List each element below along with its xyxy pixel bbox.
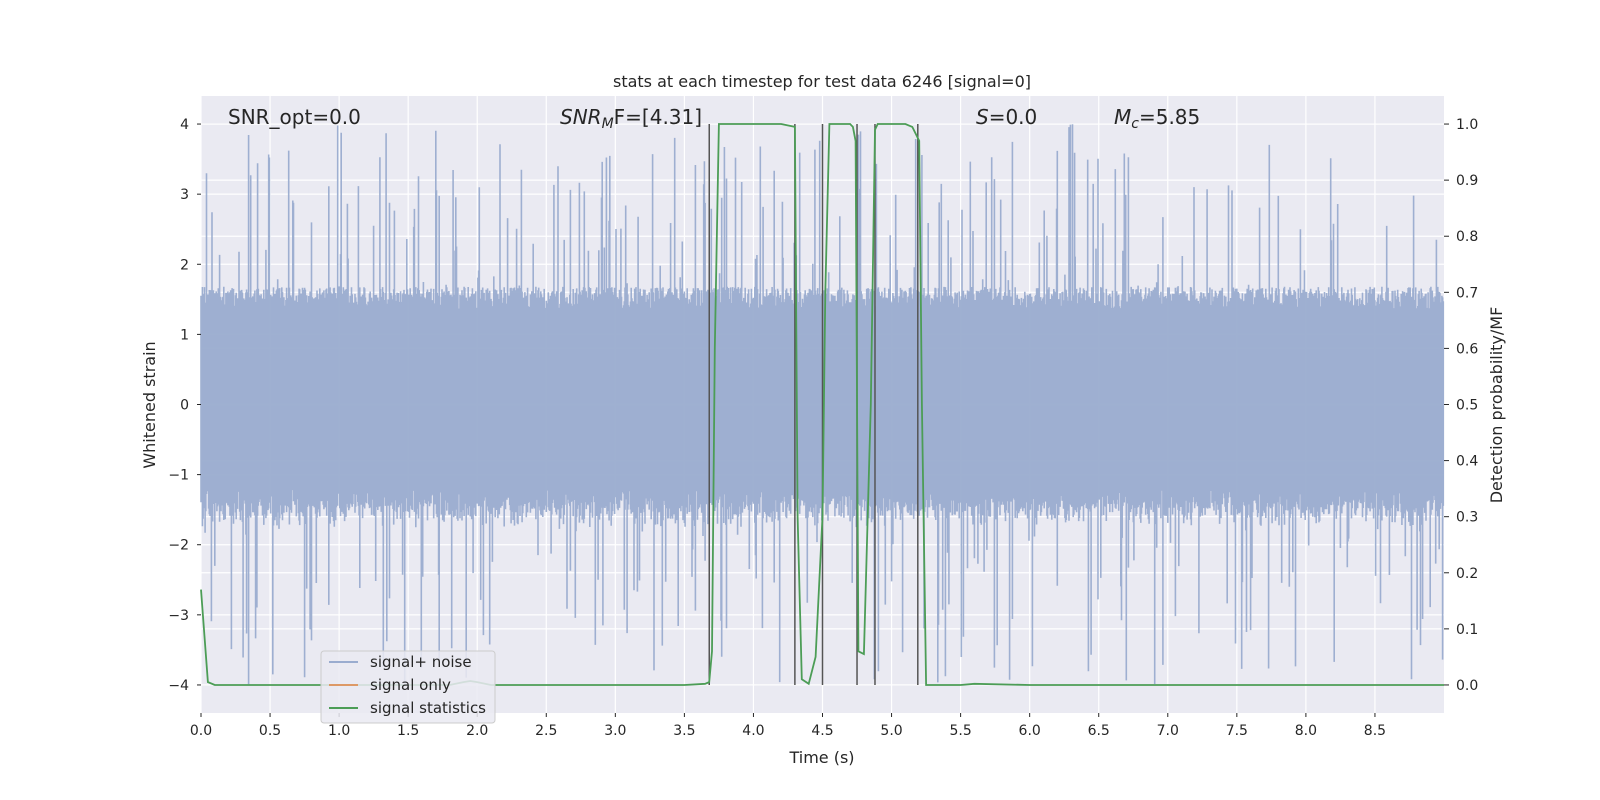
y-right-tick-label: 0.5 — [1456, 398, 1478, 414]
s-rest: =0.0 — [989, 105, 1038, 129]
y-axis-label-right: Detection probability/MF — [1487, 307, 1506, 504]
legend-label-signal-noise: signal+ noise — [370, 653, 472, 671]
x-tick-label: 4.5 — [811, 723, 833, 739]
y-tick-label: 3 — [180, 187, 189, 203]
signal-noise-series — [200, 124, 1445, 685]
annotation-s: S=0.0 — [976, 105, 1037, 129]
mc-main: M — [1114, 105, 1131, 129]
chart-title: stats at each timestep for test data 624… — [613, 72, 1031, 91]
y-right-tick-label: 0.6 — [1456, 341, 1478, 357]
y-tick-label: 2 — [180, 257, 189, 273]
y-right-tick-label: 0.2 — [1456, 566, 1478, 582]
s-main: S — [976, 105, 989, 129]
y-right-tick-label: 0.7 — [1456, 285, 1478, 301]
x-tick-label: 5.0 — [880, 723, 902, 739]
x-tick-label: 8.5 — [1364, 723, 1386, 739]
y-tick-label: −2 — [168, 538, 189, 554]
x-tick-label: 2.0 — [466, 723, 488, 739]
y-right-tick-label: 0.0 — [1456, 678, 1478, 694]
y-right-tick-label: 0.4 — [1456, 454, 1478, 470]
x-tick-label: 7.5 — [1226, 723, 1248, 739]
y-axis-label-left: Whitened strain — [140, 341, 159, 468]
y-right-tick-label: 0.3 — [1456, 510, 1478, 526]
y-right-tick-label: 0.1 — [1456, 622, 1478, 638]
x-ticks: 0.0 0.5 1.0 1.5 2.0 2.5 3.0 3.5 4.0 4.5 5.0 5.5 6.0 6… — [190, 713, 1386, 739]
legend: signal+ noise signal only signal statist… — [320, 650, 496, 724]
annotation-snr-mf: SNRMF=[4.31] — [560, 105, 702, 132]
snr-mf-sub: M — [602, 116, 614, 132]
y-ticks-right: 1.0 0.9 0.8 0.7 0.6 0.5 0.4 0.3 0.2 0.1 0.0 — [1444, 117, 1478, 694]
snr-mf-main: SNR — [560, 105, 602, 129]
x-tick-label: 8.0 — [1295, 723, 1317, 739]
annotation-snr-opt: SNR_opt=0.0 — [228, 105, 361, 129]
x-tick-label: 4.0 — [742, 723, 764, 739]
x-axis-label: Time (s) — [788, 748, 854, 767]
legend-box — [320, 650, 496, 724]
annotation-mc: Mc=5.85 — [1114, 105, 1200, 132]
x-tick-label: 3.0 — [604, 723, 626, 739]
x-tick-label: 0.5 — [259, 723, 281, 739]
y-tick-label: −4 — [168, 678, 189, 694]
y-tick-label: −3 — [168, 608, 189, 624]
mc-rest: =5.85 — [1139, 105, 1200, 129]
x-tick-label: 1.5 — [397, 723, 419, 739]
y-tick-label: 1 — [180, 327, 189, 343]
y-right-tick-label: 0.9 — [1456, 173, 1478, 189]
x-tick-label: 2.5 — [535, 723, 557, 739]
x-tick-label: 6.0 — [1019, 723, 1041, 739]
snr-mf-rest: F=[4.31] — [614, 105, 702, 129]
noise-trace — [200, 124, 1445, 685]
y-right-tick-label: 0.8 — [1456, 229, 1478, 245]
x-tick-label: 7.0 — [1157, 723, 1179, 739]
y-right-tick-label: 1.0 — [1456, 117, 1478, 133]
x-tick-label: 1.0 — [328, 723, 350, 739]
y-tick-label: −1 — [168, 468, 189, 484]
mc-sub: c — [1131, 116, 1139, 132]
x-tick-label: 6.5 — [1088, 723, 1110, 739]
legend-label-signal-only: signal only — [370, 676, 451, 694]
x-tick-label: 5.5 — [949, 723, 971, 739]
x-tick-label: 3.5 — [673, 723, 695, 739]
y-ticks-left: 4 3 2 1 0 −1 −2 −3 −4 — [168, 117, 201, 694]
y-tick-label: 0 — [180, 398, 189, 414]
legend-label-signal-statistics: signal statistics — [370, 699, 486, 717]
y-tick-label: 4 — [180, 117, 189, 133]
x-tick-label: 0.0 — [190, 723, 212, 739]
